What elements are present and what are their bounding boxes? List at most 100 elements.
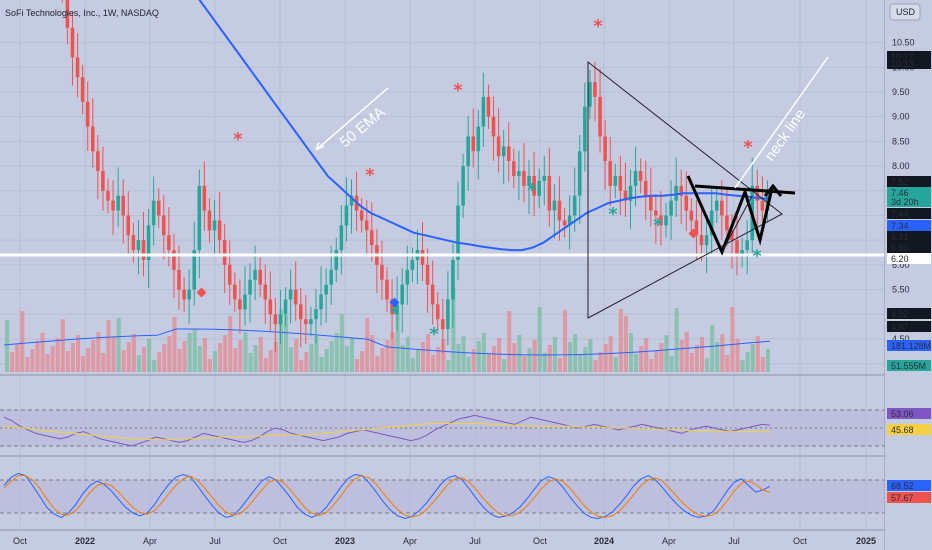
candle-body — [344, 205, 349, 226]
signal-diamond — [688, 228, 699, 239]
candle-body — [735, 240, 739, 255]
volume-bar — [481, 333, 486, 372]
volume-bar — [644, 338, 649, 372]
rsi-band — [0, 410, 885, 446]
volume-bar — [502, 359, 507, 372]
volume-bar — [517, 335, 522, 372]
signal-star: * — [653, 215, 663, 236]
volume-bar — [431, 355, 436, 372]
candle-body — [243, 294, 247, 310]
volume-bar — [248, 353, 253, 372]
volume-bar — [152, 360, 157, 372]
candle-body — [522, 171, 526, 186]
price-marker-label: 6.90 — [891, 243, 909, 253]
rsi-value-label: 45.68 — [891, 425, 914, 435]
candle-body — [725, 215, 729, 231]
signal-star: * — [453, 80, 463, 101]
volume-bar — [400, 345, 405, 372]
candle-body — [293, 289, 298, 305]
price-marker-box — [887, 58, 931, 69]
stoch-k-line — [3, 472, 771, 520]
candle-body — [638, 171, 643, 181]
volume-bar — [45, 354, 50, 372]
candle-body — [298, 304, 303, 320]
volume-bar — [491, 346, 497, 372]
volume-bar — [76, 335, 81, 372]
candle-body — [466, 136, 470, 167]
volume-bar — [223, 335, 228, 372]
candle-body — [172, 250, 176, 270]
candle-body — [567, 215, 572, 226]
volume-bar — [750, 344, 755, 372]
candle-body — [760, 200, 765, 211]
candle-body — [238, 299, 242, 310]
candle-body — [517, 171, 521, 176]
candle-body — [720, 200, 724, 216]
time-tick-label: Apr — [662, 536, 676, 546]
volume-bar — [608, 336, 613, 372]
price-marker-box — [887, 187, 931, 207]
candle-body — [476, 126, 481, 152]
candle-body — [730, 230, 734, 241]
volume-bar — [304, 352, 309, 372]
volume-bar — [40, 333, 45, 372]
volume-bar — [426, 334, 431, 372]
time-tick-label: Apr — [403, 536, 417, 546]
volume-bar — [547, 345, 552, 372]
candle-body — [664, 215, 668, 226]
candle-body — [248, 279, 252, 295]
price-tick-label: 5.50 — [892, 285, 910, 295]
candle-body — [496, 136, 501, 157]
volume-bar — [710, 325, 715, 372]
trend-drawings: * * * * * * * * * * * — [196, 16, 796, 345]
candle-body — [659, 215, 663, 226]
volume-bar — [192, 329, 197, 372]
candle-body — [395, 304, 399, 315]
volume-bar — [512, 343, 517, 372]
volume-bar — [497, 338, 502, 372]
volume-bar — [65, 351, 70, 372]
volume-bar — [309, 344, 314, 372]
volume-bar — [157, 352, 162, 372]
volume-bar — [15, 344, 20, 372]
candle-body — [603, 136, 607, 162]
volume-bar — [725, 355, 730, 372]
breakout-arrow — [763, 183, 783, 197]
w-pattern — [686, 175, 774, 256]
volume-bar — [116, 318, 121, 372]
trend-line — [721, 195, 753, 253]
volume-bar — [471, 349, 476, 372]
candle-body — [684, 195, 689, 211]
volume-bar — [141, 347, 147, 372]
volume-bar — [583, 347, 588, 372]
candle-body — [364, 220, 369, 231]
candle-body — [446, 299, 450, 330]
price-marker-label: 7.44 — [891, 209, 909, 219]
stoch-band — [0, 480, 885, 513]
signal-diamond — [196, 287, 207, 298]
candle-body — [537, 180, 541, 196]
volume-bar — [177, 349, 182, 372]
signal-star: * — [608, 204, 618, 225]
volume-bar — [111, 337, 116, 372]
price-marker-box — [887, 308, 931, 319]
volume-bar — [659, 343, 664, 372]
time-tick-label: Oct — [793, 536, 808, 546]
candle-body — [740, 250, 744, 255]
volume-bar — [390, 332, 395, 372]
volume-bar — [121, 350, 126, 372]
price-marker-box — [887, 242, 931, 253]
volume-bar — [319, 357, 324, 372]
volume-bar — [10, 352, 15, 372]
candle-body — [527, 175, 531, 186]
volume-bar — [740, 360, 745, 372]
currency-button[interactable]: USD — [889, 3, 921, 21]
signal-star: * — [743, 137, 753, 158]
candle-body — [116, 195, 120, 211]
price-marker-box — [887, 340, 931, 351]
time-tick-label: Oct — [533, 536, 548, 546]
candle-body — [253, 269, 257, 280]
volume-bar — [664, 335, 669, 372]
price-marker-label: 4.87 — [891, 322, 909, 332]
